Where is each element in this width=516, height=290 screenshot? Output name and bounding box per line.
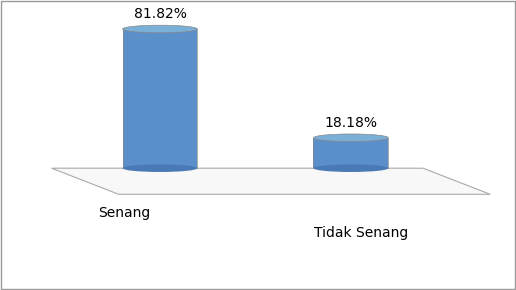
Text: Tidak Senang: Tidak Senang: [314, 226, 408, 240]
Ellipse shape: [314, 134, 388, 142]
Bar: [123, 29, 197, 168]
Ellipse shape: [314, 164, 388, 172]
Bar: [314, 138, 389, 168]
Text: 81.82%: 81.82%: [134, 7, 186, 21]
Text: Senang: Senang: [98, 206, 150, 220]
Text: 18.18%: 18.18%: [325, 116, 377, 130]
Ellipse shape: [123, 164, 197, 172]
Polygon shape: [52, 168, 490, 194]
Ellipse shape: [123, 25, 197, 33]
